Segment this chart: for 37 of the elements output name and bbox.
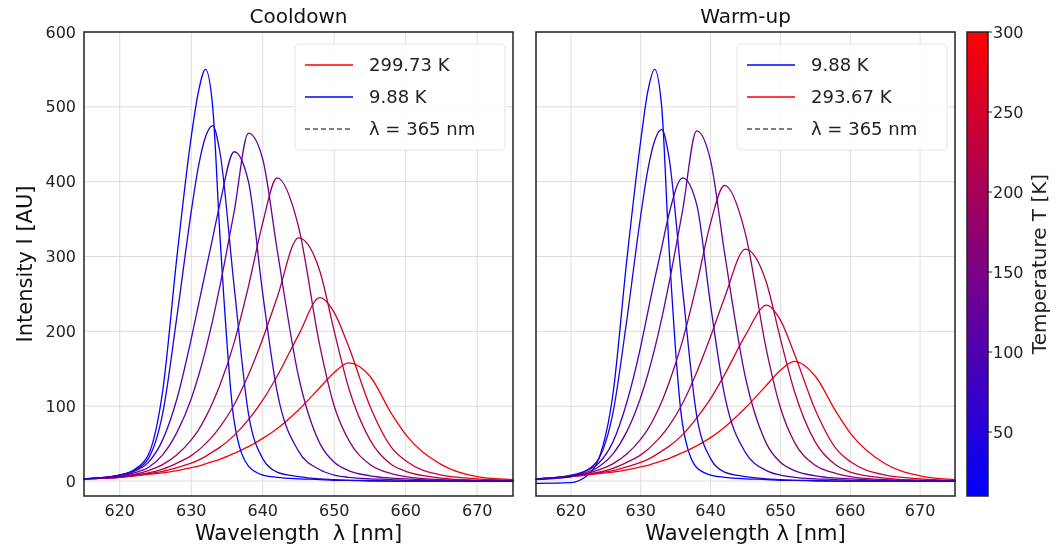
color-bar-label: 300 <box>993 22 1024 42</box>
y-tick-label: 0 <box>65 471 76 491</box>
legend-label: λ = 365 nm <box>811 118 918 140</box>
y-tick-label: 600 <box>45 22 76 42</box>
x-tick-label: 670 <box>904 501 936 520</box>
x-tick-label: 640 <box>695 501 726 520</box>
x-tick-label: 630 <box>625 501 657 520</box>
color-bar-label: 250 <box>993 102 1024 122</box>
y-tick-label: 400 <box>45 172 76 192</box>
chart-title: Warm-up <box>700 4 791 28</box>
y-tick-label: 100 <box>45 396 76 416</box>
x-axis-title: Wavelength λ [nm] <box>645 521 846 545</box>
x-tick-label: 620 <box>104 501 136 520</box>
color-bar-label: 200 <box>993 182 1024 202</box>
color-bar-label: 100 <box>993 342 1024 362</box>
color-bar-title: Temperature T [K] <box>1027 173 1051 356</box>
y-axis-title: Intensity I [AU] <box>13 185 37 343</box>
color-bar-label: 50 <box>993 422 1014 442</box>
x-tick-label: 650 <box>765 501 796 520</box>
x-tick-label: 660 <box>390 501 422 520</box>
legend-label: λ = 365 nm <box>369 118 476 140</box>
x-tick-label: 660 <box>834 501 866 520</box>
y-tick-label: 200 <box>45 321 76 341</box>
x-tick-label: 640 <box>247 501 279 520</box>
color-bar-label: 150 <box>993 262 1024 282</box>
x-tick-label: 620 <box>555 501 587 520</box>
x-tick-label: 670 <box>461 501 493 520</box>
legend-label: 9.88 K <box>811 54 870 76</box>
x-tick-label: 630 <box>175 501 207 520</box>
y-tick-label: 500 <box>45 97 76 117</box>
chart-title: Cooldown <box>249 4 348 28</box>
x-axis-title: Wavelength λ [nm] <box>194 521 403 545</box>
legend-label: 293.67 K <box>811 86 893 108</box>
y-tick-label: 300 <box>45 247 76 267</box>
x-tick-label: 650 <box>318 501 350 520</box>
legend-label: 9.88 K <box>369 86 428 108</box>
legend-label: 299.73 K <box>369 54 451 76</box>
